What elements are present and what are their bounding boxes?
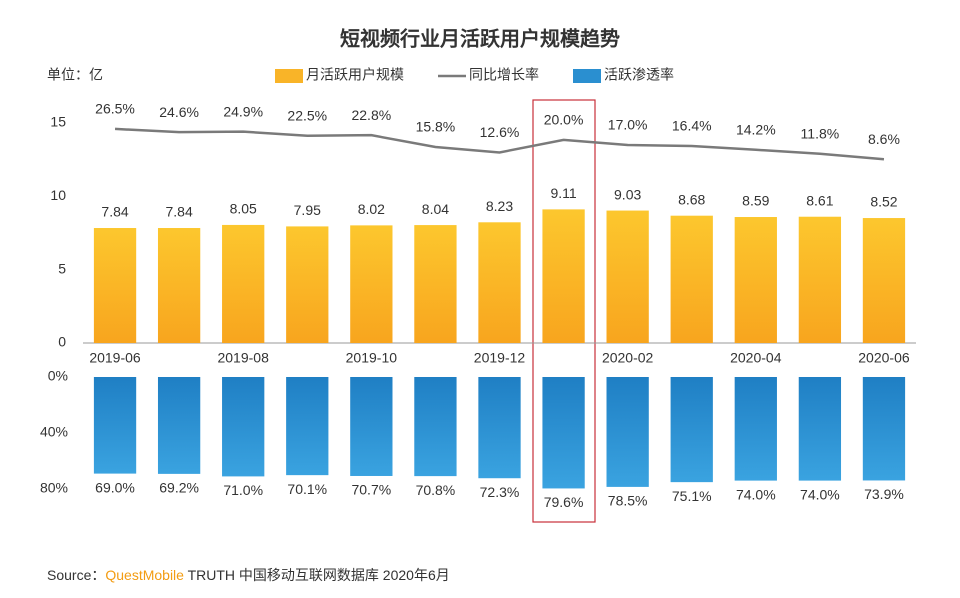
line-value-label: 26.5% — [95, 101, 135, 117]
legend-swatch — [573, 69, 601, 83]
bar — [862, 218, 906, 343]
bar-value-label: 70.8% — [416, 482, 456, 498]
bar — [734, 377, 777, 481]
line-value-label: 24.9% — [223, 103, 263, 119]
bar-value-label: 70.7% — [351, 482, 391, 498]
bar-value-label: 74.0% — [736, 486, 776, 502]
source-brand: QuestMobile — [105, 567, 184, 583]
bar-value-label: 69.2% — [159, 480, 199, 496]
bar-value-label: 73.9% — [864, 486, 904, 502]
chart-title: 短视频行业月活跃用户规模趋势 — [340, 26, 620, 50]
bar — [606, 377, 649, 487]
bar — [478, 377, 521, 479]
source-rest: TRUTH 中国移动互联网数据库 2020年6月 — [184, 567, 450, 583]
bar — [542, 377, 585, 489]
y-tick-label: 5 — [58, 260, 66, 276]
legend-swatch — [275, 69, 303, 83]
bar — [606, 210, 649, 343]
line-value-label: 22.8% — [351, 107, 391, 123]
bar — [414, 225, 457, 343]
bar — [286, 377, 329, 476]
bar — [670, 377, 713, 483]
bar — [222, 377, 265, 477]
bar — [798, 216, 842, 343]
x-tick-label: 2019-06 — [89, 350, 141, 366]
highlight-box — [532, 99, 596, 523]
bar — [222, 224, 265, 343]
x-tick-label: 2020-06 — [858, 350, 910, 366]
bar — [157, 377, 201, 474]
bar-value-label: 8.04 — [422, 201, 449, 217]
x-tick-label: 2019-10 — [346, 350, 398, 366]
source-prefix: Source： — [47, 567, 105, 583]
bar-value-label: 7.84 — [101, 204, 128, 220]
bar-value-label: 79.6% — [544, 494, 584, 510]
bar-value-label: 70.1% — [287, 481, 327, 497]
bar — [670, 215, 713, 343]
bar — [798, 377, 842, 481]
bar — [734, 217, 777, 343]
bar-value-label: 8.23 — [486, 198, 513, 214]
line-value-label: 8.6% — [868, 131, 900, 147]
source: Source：QuestMobile TRUTH 中国移动互联网数据库 2020… — [47, 567, 450, 583]
y-tick-label: 40% — [40, 424, 68, 440]
line-value-label: 17.0% — [608, 117, 648, 133]
bar-value-label: 8.59 — [742, 193, 769, 209]
bar — [350, 225, 393, 343]
bar-value-label: 69.0% — [95, 479, 135, 495]
bar-value-label: 8.68 — [678, 191, 705, 207]
bar-value-label: 72.3% — [480, 484, 520, 500]
bar-value-label: 8.61 — [806, 192, 833, 208]
x-tick-label: 2020-04 — [730, 350, 782, 366]
bar — [542, 209, 585, 343]
x-tick-label: 2019-08 — [217, 350, 269, 366]
bar — [414, 377, 457, 477]
legend-label: 活跃渗透率 — [604, 67, 674, 83]
bar-value-label: 74.0% — [800, 486, 840, 502]
bar — [478, 222, 521, 343]
bar — [286, 226, 329, 343]
bar-value-label: 8.52 — [870, 194, 897, 210]
bar-value-label: 8.05 — [230, 201, 257, 217]
line-value-label: 15.8% — [416, 119, 456, 135]
line-value-label: 12.6% — [480, 124, 520, 140]
bar-value-label: 9.11 — [550, 185, 576, 201]
bar — [862, 377, 906, 481]
x-tick-label: 2020-02 — [602, 350, 654, 366]
bar — [93, 377, 137, 474]
bar-value-label: 78.5% — [608, 493, 648, 509]
y-tick-label: 0% — [48, 368, 68, 384]
bar — [350, 377, 393, 476]
bar — [157, 228, 201, 343]
y-tick-label: 80% — [40, 480, 68, 496]
bar-value-label: 71.0% — [223, 482, 263, 498]
legend-label: 月活跃用户规模 — [306, 67, 404, 83]
bar-value-label: 9.03 — [614, 186, 641, 202]
bar-value-label: 7.95 — [294, 202, 321, 218]
line-value-label: 22.5% — [287, 107, 327, 123]
unit-label: 单位：亿 — [47, 67, 103, 83]
y-tick-label: 0 — [58, 334, 66, 350]
y-tick-label: 10 — [50, 187, 66, 203]
growth-line — [114, 127, 885, 161]
bar-value-label: 8.02 — [358, 201, 385, 217]
line-value-label: 24.6% — [159, 104, 199, 120]
legend-label: 同比增长率 — [469, 67, 539, 83]
line-value-label: 11.8% — [801, 126, 840, 142]
y-tick-label: 15 — [50, 114, 66, 130]
line-value-label: 14.2% — [736, 121, 776, 137]
line-value-label: 16.4% — [672, 118, 712, 134]
bar-value-label: 7.84 — [165, 204, 192, 220]
bar — [93, 228, 137, 343]
line-value-label: 20.0% — [544, 112, 584, 128]
x-tick-label: 2019-12 — [474, 350, 526, 366]
bar-value-label: 75.1% — [672, 488, 712, 504]
